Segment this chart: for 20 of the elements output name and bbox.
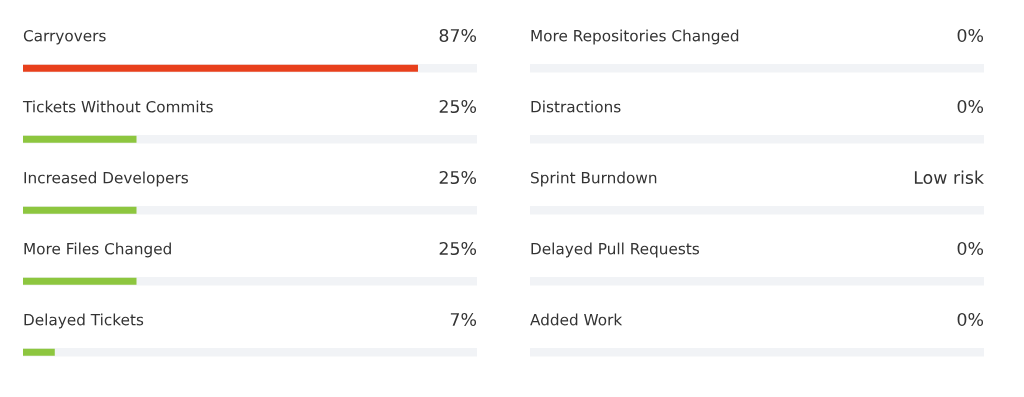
data-label: 25% — [439, 170, 477, 185]
category-label: More Files Changed — [24, 242, 171, 258]
category-label: Sprint Burndown — [531, 171, 657, 187]
data-label: 0% — [957, 28, 984, 43]
category-label: Distractions — [531, 100, 621, 113]
data-label: 0% — [957, 312, 984, 327]
category-label: Delayed Pull Requests — [531, 242, 700, 258]
data-label: 0% — [957, 241, 984, 256]
data-label: 87% — [439, 28, 477, 43]
data-label: 0% — [957, 99, 984, 114]
category-label: Added Work — [530, 313, 623, 326]
category-label: Delayed Tickets — [24, 313, 144, 329]
data-label: 25% — [439, 241, 477, 256]
category-label: Increased Developers — [24, 171, 188, 187]
data-label: Low risk — [914, 170, 984, 185]
category-label: Tickets Without Commits — [22, 100, 213, 113]
data-label: 25% — [439, 99, 477, 114]
data-label: 7% — [450, 312, 477, 327]
category-label: More Repositories Changed — [531, 29, 739, 45]
category-label: Carryovers — [23, 29, 106, 45]
